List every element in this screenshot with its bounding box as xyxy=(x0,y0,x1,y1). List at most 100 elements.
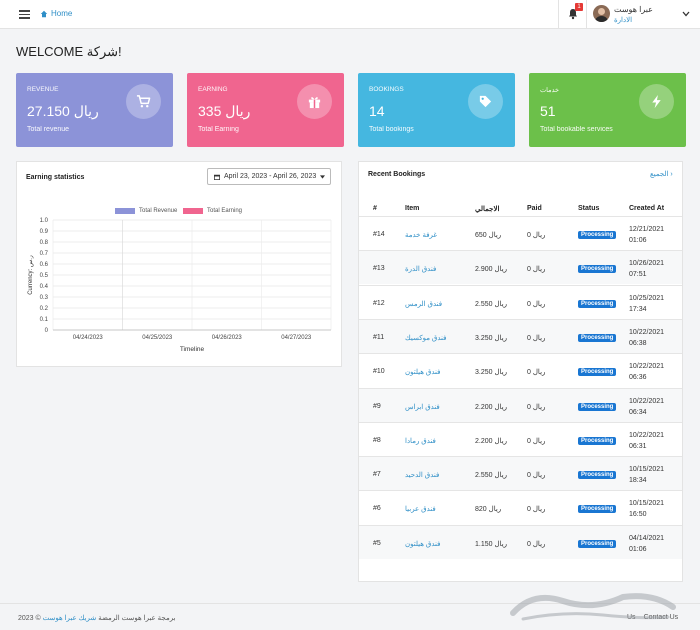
booking-total: ريال 3.250 xyxy=(475,369,508,377)
avatar[interactable] xyxy=(593,5,610,22)
legend-item-earning: Total Earning xyxy=(183,208,242,214)
status-badge: Processing xyxy=(578,505,617,514)
card-subtitle: Total Earning xyxy=(198,126,239,133)
table-row: #5 فندق هيلتون ريال 1.150 ريال 0 Processing 0… xyxy=(359,524,682,559)
booking-item-link[interactable]: فندق رمادا xyxy=(405,437,436,445)
x-axis-label: Timeline xyxy=(180,346,205,353)
booking-created-at: 10/22/2021 06:31 xyxy=(629,430,664,452)
bookings-title: Recent Bookings xyxy=(368,171,426,178)
y-tick-label: 0.2 xyxy=(40,306,49,312)
booking-time: 06:38 xyxy=(629,339,647,347)
booking-date: 10/22/2021 xyxy=(629,397,665,405)
booking-date: 10/22/2021 xyxy=(629,328,665,336)
booking-item-link[interactable]: غرفة خدمة xyxy=(405,232,438,239)
table-row: #13 فندق الدرة ريال 2.900 ريال 0 Processing 1… xyxy=(359,250,682,285)
card-subtitle: Total revenue xyxy=(27,126,70,133)
booking-paid: ريال 0 xyxy=(527,437,546,445)
status-badge: Processing xyxy=(578,471,617,480)
booking-created-at: 10/25/2021 17:34 xyxy=(629,293,664,315)
booking-id: #14 xyxy=(373,231,385,238)
view-all-link[interactable]: الجميع › xyxy=(650,171,673,178)
booking-item-link[interactable]: فندق ابراس xyxy=(405,403,440,411)
booking-created-at: 10/15/2021 16:50 xyxy=(629,498,664,520)
booking-paid: ريال 0 xyxy=(527,472,546,480)
booking-time: 01:06 xyxy=(629,237,647,244)
booking-total: ريال 1.150 xyxy=(475,540,508,548)
card-label: خدمات xyxy=(540,87,560,94)
booking-total: ريال 820 xyxy=(475,506,502,514)
table-header: Item xyxy=(405,205,420,212)
notification-badge: 1 xyxy=(575,3,583,11)
booking-id: #7 xyxy=(373,471,381,479)
divider xyxy=(558,0,559,29)
booking-item-link[interactable]: فندق الدرة xyxy=(405,266,437,274)
legend-swatch xyxy=(115,208,135,214)
status-badge: Processing xyxy=(578,436,617,445)
status-badge: Processing xyxy=(578,265,617,274)
booking-item-link[interactable]: فندق عربيا xyxy=(405,506,436,514)
booking-time: 17:34 xyxy=(629,305,647,313)
booking-id: #5 xyxy=(373,539,381,547)
status-badge: Processing xyxy=(578,402,617,411)
booking-total: ريال 3.250 xyxy=(475,334,508,342)
status-badge: Processing xyxy=(578,299,617,308)
booking-time: 06:31 xyxy=(629,442,647,450)
booking-time: 06:36 xyxy=(629,374,647,382)
watermark-logo xyxy=(510,593,676,621)
home-icon xyxy=(40,10,48,17)
legend-swatch xyxy=(183,208,203,214)
footer-link[interactable]: شريك عبرا هوست xyxy=(42,615,97,622)
booking-total: ريال 650 xyxy=(475,232,502,239)
legend-label: Total Revenue xyxy=(139,208,178,214)
stat-card-services: خدمات 51 Total bookable services xyxy=(529,73,686,147)
booking-time: 01:06 xyxy=(629,545,647,553)
booking-created-at: 10/26/2021 07:51 xyxy=(629,258,664,280)
status-badge: Processing xyxy=(578,368,617,377)
y-tick-label: 1.0 xyxy=(40,218,49,224)
user-name[interactable]: عبرا هوست xyxy=(614,5,653,14)
booking-date: 10/22/2021 xyxy=(629,431,665,439)
chevron-down-icon[interactable] xyxy=(682,11,690,17)
booking-id: #8 xyxy=(373,436,381,444)
table-row: #8 فندق رمادا ريال 2.200 ريال 0 Processing 10… xyxy=(359,421,682,456)
footer-copyright: 2023 © برمجة عبرا هوست الرمضة شريك عبرا … xyxy=(18,614,176,622)
y-tick-label: 0.6 xyxy=(40,262,49,268)
table-row: #6 فندق عربيا ريال 820 ريال 0 Processing 10/1… xyxy=(359,490,682,524)
status-badge: Processing xyxy=(578,539,617,548)
date-range-label: April 23, 2023 - April 26, 2023 xyxy=(224,173,317,180)
y-axis-label: Currency: ر.س xyxy=(28,255,34,295)
card-subtitle: Total bookable services xyxy=(540,126,613,133)
booking-date: 10/26/2021 xyxy=(629,260,665,268)
booking-paid: ريال 0 xyxy=(527,403,546,411)
booking-item-link[interactable]: فندق هيلتون xyxy=(405,369,441,377)
divider xyxy=(586,0,587,29)
table-row: #7 فندق الدحيد ريال 2.550 ريال 0 Processing 1… xyxy=(359,456,682,491)
booking-created-at: 10/22/2021 06:38 xyxy=(629,327,664,349)
booking-id: #11 xyxy=(373,333,385,341)
table-header: Paid xyxy=(527,205,542,212)
booking-total: ريال 2.200 xyxy=(475,403,508,411)
bolt-icon xyxy=(639,84,674,119)
table-header: Created At xyxy=(629,205,665,212)
y-tick-label: 0.8 xyxy=(40,240,49,246)
table-header: الاجمالي xyxy=(475,206,500,213)
booking-item-link[interactable]: فندق موكسيك xyxy=(405,334,447,342)
breadcrumb-home[interactable]: Home xyxy=(40,9,72,18)
stat-card-revenue: REVENUE 27.150 ريال Total revenue xyxy=(16,73,173,147)
booking-item-link[interactable]: فندق هيلتون xyxy=(405,540,441,548)
booking-id: #12 xyxy=(373,299,385,307)
booking-created-at: 10/22/2021 06:34 xyxy=(629,396,664,418)
caret-down-icon xyxy=(320,174,326,179)
x-tick-label: 04/24/2023 xyxy=(73,335,104,341)
booking-item-link[interactable]: فندق الدحيد xyxy=(405,472,440,480)
booking-item-link[interactable]: فندق الرمس xyxy=(405,300,443,308)
booking-id: #6 xyxy=(373,505,381,513)
booking-paid: ريال 0 xyxy=(527,369,546,377)
date-range-picker[interactable]: April 23, 2023 - April 26, 2023 xyxy=(207,168,331,185)
booking-time: 18:34 xyxy=(629,477,647,485)
stat-card-earning: EARNING 335 ريال Total Earning xyxy=(187,73,344,147)
menu-toggle-icon[interactable] xyxy=(19,10,30,19)
cart-icon xyxy=(126,84,161,119)
user-role: الادارة xyxy=(614,17,633,24)
card-label: BOOKINGS xyxy=(369,86,404,93)
